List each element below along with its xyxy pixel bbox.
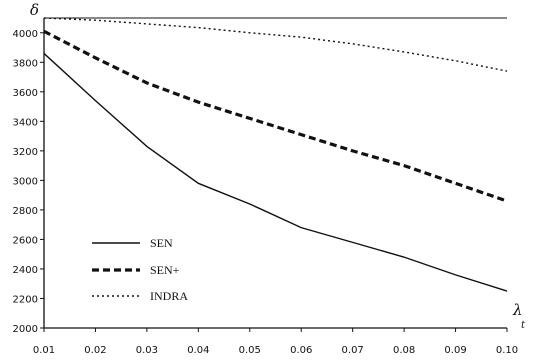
tick-labels: 2000 2200 2400 2600 2800 3000 3200 3400 3600 3800… (13, 29, 519, 356)
y-tick-label: 3800 (13, 58, 38, 69)
series-sen-line (43, 52, 508, 292)
legend-label: SEN (150, 236, 173, 250)
x-tick-label: 0.06 (290, 345, 312, 356)
x-tick-label: 0.05 (239, 345, 261, 356)
x-tick-label: 0.08 (393, 345, 415, 356)
y-tick-label: 3400 (13, 117, 38, 128)
legend-label: SEN+ (150, 263, 180, 277)
x-axis-label: λ (512, 301, 523, 319)
x-tick-label: 0.10 (496, 345, 518, 356)
series-indra-line (43, 17, 508, 72)
x-axis-label-subscript: t (521, 320, 526, 331)
series-sen-plus-line (43, 29, 508, 203)
x-tick-label: 0.02 (84, 345, 106, 356)
y-axis-label: δ (30, 1, 39, 19)
legend-label: INDRA (150, 289, 188, 303)
y-tick-label: 3600 (13, 88, 38, 99)
y-tick-label: 4000 (13, 29, 38, 40)
y-tick-label: 3000 (13, 176, 38, 187)
series-lines (43, 17, 508, 292)
x-tick-label: 0.07 (342, 345, 364, 356)
y-tick-label: 2200 (13, 294, 38, 305)
legend-item-indra: INDRA (92, 289, 188, 303)
legend: SEN SEN+ INDRA (92, 236, 188, 303)
x-tick-label: 0.09 (444, 345, 466, 356)
plot-frame (43, 17, 507, 329)
legend-item-sen: SEN (92, 236, 173, 250)
x-tick-label: 0.01 (33, 345, 55, 356)
x-tick-label: 0.04 (187, 345, 209, 356)
y-tick-label: 2400 (13, 265, 38, 276)
y-tick-label: 3200 (13, 147, 38, 158)
x-tick-label: 0.03 (136, 345, 158, 356)
y-tick-label: 2000 (13, 324, 38, 335)
y-tick-label: 2800 (13, 206, 38, 217)
y-tick-label: 2600 (13, 235, 38, 246)
legend-item-sen-plus: SEN+ (92, 263, 180, 277)
